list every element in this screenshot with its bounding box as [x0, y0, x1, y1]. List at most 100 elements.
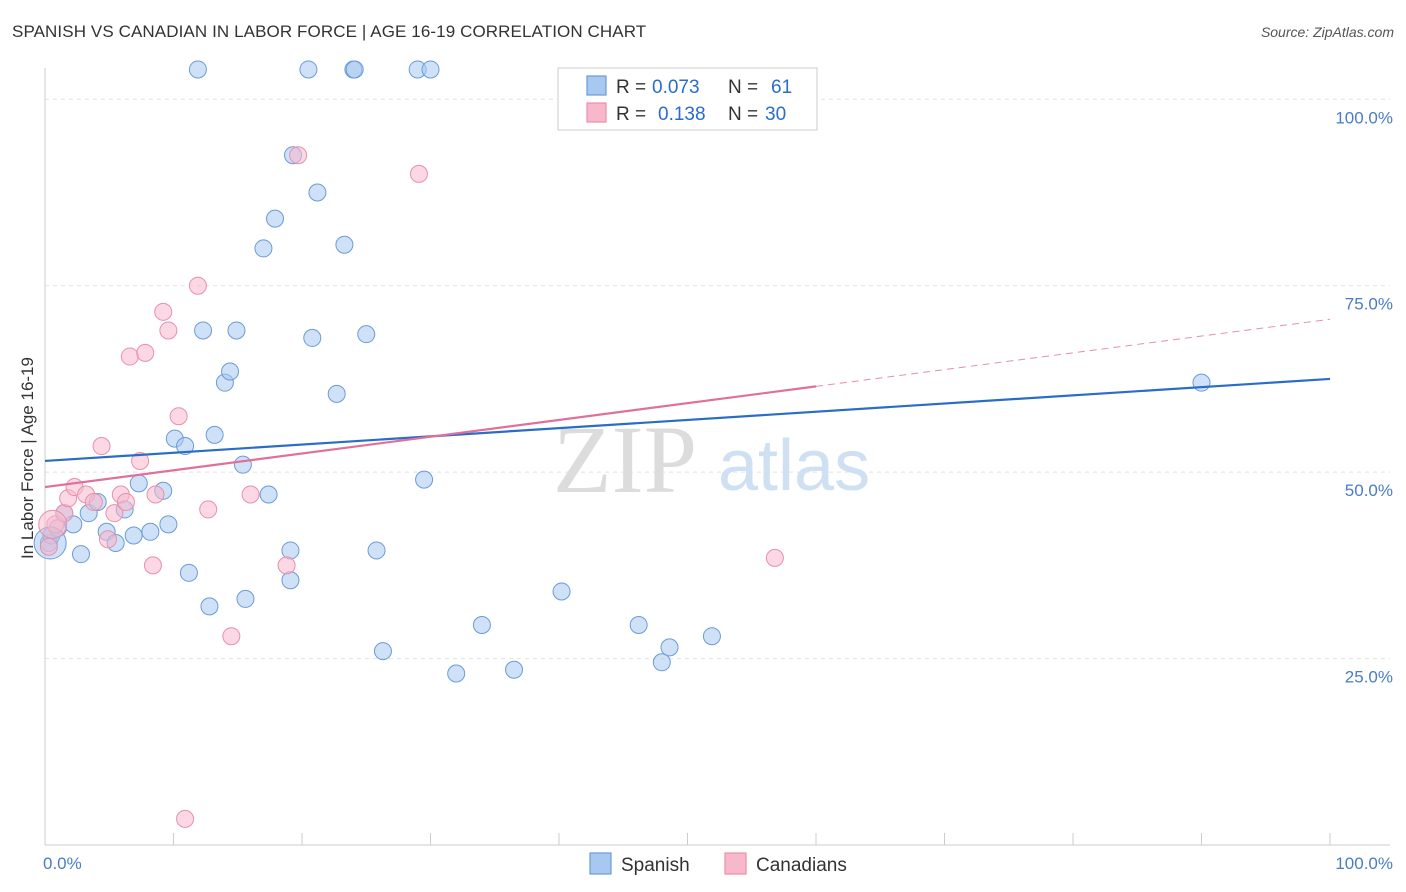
- spanish-point: [176, 437, 195, 456]
- legend-canadians-swatch: [724, 852, 747, 875]
- canadian-point: [136, 343, 155, 362]
- spanish-point: [335, 235, 354, 254]
- spanish-point: [254, 239, 273, 258]
- legend-spanish-label: Spanish: [621, 855, 690, 876]
- spanish-point: [447, 664, 466, 683]
- y-axis-label: In Labor Force | Age 16-19: [18, 357, 37, 559]
- spanish-point: [259, 485, 278, 504]
- canadian-point: [277, 556, 296, 575]
- spanish-point: [194, 321, 213, 340]
- canadian-point: [159, 321, 178, 340]
- spanish-point: [629, 616, 648, 635]
- spanish-points: [33, 60, 1211, 683]
- spanish-n-value: 61: [771, 77, 792, 98]
- spanish-point: [652, 653, 671, 672]
- legend-canadians-label: Canadians: [756, 855, 847, 876]
- canadian-point: [199, 500, 218, 519]
- y-tick-label-0: 100.0%: [1335, 108, 1393, 127]
- spanish-point: [281, 541, 300, 560]
- spanish-point: [421, 60, 440, 79]
- spanish-point: [367, 541, 386, 560]
- x-tick-label-0: 0.0%: [43, 854, 82, 873]
- canadian-point: [176, 809, 195, 828]
- y-tick-label-3: 25.0%: [1345, 668, 1393, 687]
- spanish-point: [472, 616, 491, 635]
- canadian-point: [188, 276, 207, 295]
- spanish-point: [205, 425, 224, 444]
- spanish-point: [124, 526, 143, 545]
- regression-lines: [44, 318, 1331, 489]
- spanish-point: [303, 328, 322, 347]
- spanish-point: [505, 660, 524, 679]
- legend-spanish-swatch: [589, 852, 612, 875]
- spanish-r-label: R =: [616, 77, 646, 98]
- canadian-point: [143, 556, 162, 575]
- canadian-point: [409, 164, 428, 183]
- spanish-point: [373, 642, 392, 661]
- canadian-r-value: 0.138: [658, 104, 706, 125]
- spanish-legend-swatch: [586, 75, 607, 96]
- canadian-point: [84, 492, 103, 511]
- chart-title: SPANISH VS CANADIAN IN LABOR FORCE | AGE…: [12, 22, 647, 41]
- spanish-point: [188, 60, 207, 79]
- canadian-point: [154, 302, 173, 321]
- y-tick-label-2: 50.0%: [1345, 481, 1393, 500]
- axes: [44, 68, 1390, 846]
- spanish-point: [200, 597, 219, 616]
- spanish-point: [179, 563, 198, 582]
- canadian-point: [241, 485, 260, 504]
- spanish-point: [660, 638, 679, 657]
- canadian-points: [38, 146, 784, 828]
- y-tick-label-1: 75.0%: [1345, 295, 1393, 314]
- spanish-point: [415, 470, 434, 489]
- series-legend: Spanish Canadians: [589, 852, 847, 876]
- spanish-point: [357, 325, 376, 344]
- spanish-point: [702, 627, 721, 646]
- spanish-point: [236, 589, 255, 608]
- spanish-point: [281, 571, 300, 590]
- x-tick-label-1: 100.0%: [1335, 854, 1393, 873]
- watermark: ZIP atlas: [553, 406, 870, 513]
- canadian-n-label: N =: [728, 104, 758, 125]
- spanish-point: [221, 362, 240, 381]
- canadian-point: [131, 451, 150, 470]
- spanish-point: [345, 60, 364, 79]
- spanish-r-value: 0.073: [652, 77, 700, 98]
- spanish-point: [552, 582, 571, 601]
- spanish-point: [308, 183, 327, 202]
- chart-source: Source: ZipAtlas.com: [1260, 24, 1394, 40]
- spanish-n-label: N =: [728, 77, 758, 98]
- stats-legend: R = 0.073 N = 61 R = 0.138 N = 30: [557, 67, 818, 131]
- spanish-point: [159, 515, 178, 534]
- canadian-point: [120, 347, 139, 366]
- spanish-point: [71, 545, 90, 564]
- spanish-regression-line: [44, 377, 1331, 463]
- spanish-point: [327, 384, 346, 403]
- canadian-point: [765, 548, 784, 567]
- tick-labels: 100.0% 75.0% 50.0% 25.0% 0.0% 100.0%: [43, 108, 1393, 873]
- canadian-point: [92, 437, 111, 456]
- canadian-point: [98, 530, 117, 549]
- spanish-point: [299, 60, 318, 79]
- canadian-regression-extension: [815, 318, 1331, 387]
- canadian-r-label: R =: [616, 104, 646, 125]
- watermark-atlas: atlas: [718, 426, 870, 506]
- spanish-point: [233, 455, 252, 474]
- canadian-n-value: 30: [765, 104, 786, 125]
- canadian-point: [105, 504, 124, 523]
- canadian-point: [39, 537, 58, 556]
- watermark-zip: ZIP: [553, 406, 697, 513]
- spanish-point: [266, 209, 285, 228]
- spanish-point: [129, 474, 148, 493]
- spanish-point: [141, 522, 160, 541]
- canadian-legend-swatch: [586, 102, 607, 123]
- canadian-point: [222, 627, 241, 646]
- canadian-point: [116, 492, 135, 511]
- canadian-point: [169, 407, 188, 426]
- canadian-point: [289, 146, 308, 165]
- spanish-point: [227, 321, 246, 340]
- gridlines: [45, 98, 1390, 660]
- canadian-regression-line: [44, 385, 817, 489]
- canadian-point: [38, 509, 68, 539]
